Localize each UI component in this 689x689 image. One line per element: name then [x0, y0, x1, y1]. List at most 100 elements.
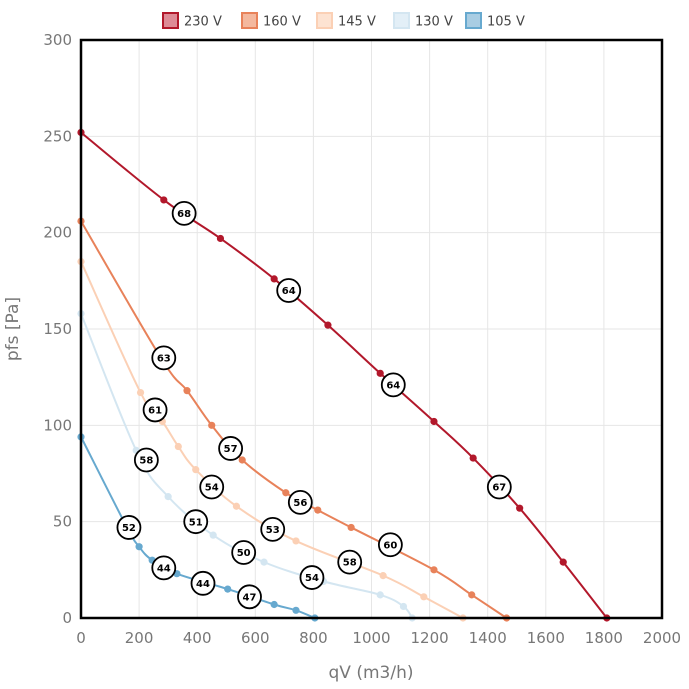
data-point	[314, 506, 322, 514]
sound-level-label: 60	[377, 532, 403, 558]
sound-level-text: 60	[383, 540, 397, 551]
sound-level-text: 51	[189, 517, 203, 528]
data-point	[192, 466, 200, 474]
sound-level-text: 44	[196, 579, 210, 590]
sound-level-text: 67	[492, 483, 506, 494]
x-tick-label: 1200	[411, 629, 449, 647]
legend-item-130v[interactable]: 130 V	[393, 12, 453, 30]
sound-level-label: 53	[260, 516, 286, 542]
data-point	[160, 196, 168, 204]
legend-item-105v[interactable]: 105 V	[465, 12, 525, 30]
sound-level-label: 44	[151, 555, 177, 581]
y-tick-label: 250	[43, 127, 72, 145]
data-point	[209, 531, 217, 539]
legend-swatch	[162, 12, 179, 29]
legend-label: 130 V	[415, 15, 453, 30]
sound-level-text: 58	[139, 456, 153, 467]
legend-item-145v[interactable]: 145 V	[316, 12, 376, 30]
sound-level-label: 57	[218, 436, 244, 461]
x-axis: 0 200 400 600 800 1000 1200 1400 1600 1800 2000	[76, 629, 681, 647]
sound-level-label: 64	[276, 278, 302, 303]
x-axis-title: qV (m3/h)	[329, 663, 414, 683]
sound-level-label: 51	[183, 509, 209, 535]
data-point	[232, 502, 241, 510]
y-tick-label: 300	[43, 31, 72, 49]
data-point	[376, 591, 384, 599]
sound-level-text: 56	[293, 498, 307, 509]
data-point	[468, 591, 476, 599]
data-point	[224, 585, 232, 593]
series-230v	[77, 128, 611, 622]
sound-level-text: 68	[177, 209, 191, 220]
data-point	[135, 543, 143, 551]
data-point	[136, 388, 145, 397]
sound-level-label: 64	[380, 372, 406, 398]
series-line	[80, 313, 414, 619]
sound-level-text: 50	[237, 548, 251, 559]
sound-level-label: 68	[171, 200, 197, 226]
data-point	[469, 454, 477, 462]
data-point	[347, 523, 355, 532]
sound-level-label: 56	[287, 489, 313, 515]
data-point	[270, 600, 278, 609]
data-point	[292, 537, 300, 545]
x-tick-label: 400	[183, 629, 212, 647]
data-point	[292, 606, 300, 614]
sound-level-text: 64	[282, 286, 296, 297]
x-tick-label: 0	[76, 629, 86, 647]
sound-level-text: 61	[148, 406, 162, 417]
x-tick-label: 600	[241, 629, 270, 647]
sound-level-text: 64	[386, 380, 400, 391]
x-tick-label: 1000	[352, 629, 390, 647]
x-tick-label: 200	[125, 629, 154, 647]
legend-item-160v[interactable]: 160 V	[241, 12, 301, 30]
sound-level-text: 54	[205, 483, 219, 494]
legend-label: 105 V	[487, 15, 525, 30]
sound-level-label: 67	[486, 474, 512, 500]
grid	[80, 39, 663, 619]
legend-label: 145 V	[338, 15, 376, 30]
y-tick-label: 200	[43, 224, 72, 242]
y-axis: 0 50 100 150 200 250 300	[43, 31, 72, 627]
legend-item-230v[interactable]: 230 V	[162, 12, 222, 30]
legend-swatch	[465, 12, 482, 29]
data-point	[208, 421, 216, 429]
sound-level-label: 58	[337, 549, 363, 575]
sound-level-text: 54	[305, 573, 319, 584]
sound-level-text: 63	[157, 354, 171, 365]
x-tick-label: 1400	[469, 629, 507, 647]
x-tick-label: 800	[299, 629, 328, 647]
x-tick-label: 1600	[527, 629, 565, 647]
plot-border	[79, 38, 664, 620]
data-point	[183, 387, 191, 395]
sound-level-label: 58	[133, 447, 159, 473]
sound-level-label: 52	[116, 515, 142, 540]
sound-level-text: 47	[243, 592, 257, 603]
sound-level-label: 54	[199, 474, 225, 500]
x-tick-label: 1800	[585, 629, 623, 647]
data-point	[174, 442, 182, 451]
legend-label: 230 V	[184, 15, 222, 30]
sound-level-text: 57	[224, 444, 238, 455]
series-160v	[77, 217, 511, 622]
x-tick-label: 2000	[643, 629, 681, 647]
series-line	[80, 131, 608, 619]
legend-label: 160 V	[263, 15, 301, 30]
data-point	[164, 493, 172, 501]
sound-level-text: 44	[157, 564, 171, 575]
data-point	[399, 602, 408, 611]
legend-swatch	[316, 12, 333, 29]
y-tick-label: 0	[62, 609, 72, 627]
data-point	[270, 275, 278, 283]
series-145v	[77, 257, 467, 622]
data-point	[420, 593, 428, 601]
plot-frame	[79, 38, 664, 620]
sound-level-label: 61	[142, 397, 168, 423]
sound-level-text: 58	[343, 558, 357, 569]
series-130v	[77, 309, 416, 622]
y-tick-label: 150	[43, 320, 72, 338]
sound-level-text: 53	[266, 525, 280, 536]
legend[interactable]: 230 V 160 V 145 V 130 V 105 V	[162, 12, 525, 30]
